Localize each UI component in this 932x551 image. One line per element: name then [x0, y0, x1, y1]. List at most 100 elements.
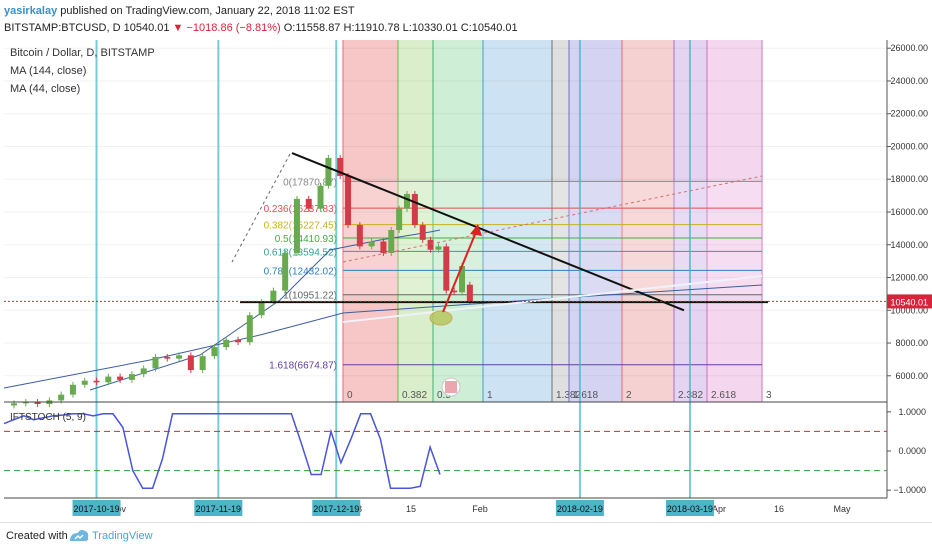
price-tick-label: 16000.00 — [890, 207, 928, 217]
fib-zone-band — [433, 40, 483, 402]
legend-title: Bitcoin / Dollar, D, BITSTAMP — [10, 47, 155, 59]
time-tick-label: May — [833, 504, 851, 514]
indicator-pane: 1.0000 0.0000 −1.0000 — [3, 401, 926, 495]
projection-arrow — [442, 231, 477, 313]
descending-trendline — [291, 152, 685, 312]
fib-zone-label: 3 — [766, 390, 772, 401]
date-marker-badge — [194, 500, 243, 516]
indicator-tick-label: −1.0000 — [893, 485, 926, 495]
legend-ma44: MA (44, close) — [10, 83, 80, 95]
fib-level-label: 0.236(16237.83) — [264, 204, 337, 215]
candle-body — [388, 230, 395, 253]
fib-level-label: 0.618(13594.52) — [264, 247, 337, 258]
last-price: 10540.01 — [123, 22, 170, 34]
fib-zone-label: 1 — [487, 390, 493, 401]
candle-body — [419, 225, 426, 240]
candle-body — [258, 302, 265, 316]
moving-averages — [3, 229, 763, 391]
symbol-label[interactable]: BITSTAMP:BTCUSD, D — [4, 22, 121, 34]
candle-body — [356, 225, 363, 247]
candle-body — [223, 339, 230, 348]
fib-level-label: 0.382(15227.45) — [264, 221, 337, 232]
indicator-label: IFTSTOCH (5, 9) — [10, 412, 86, 423]
candle-body — [211, 347, 218, 357]
price-change: −1018.86 (−8.81%) — [186, 22, 281, 34]
date-marker-badge — [72, 500, 121, 516]
publish-line: yasirkalay published on TradingView.com,… — [4, 5, 355, 17]
fib-level-label: 0(17870.87) — [283, 177, 337, 188]
fib-zone-label: 0.5 — [437, 390, 451, 401]
candle-body — [22, 402, 29, 404]
candle-body — [164, 356, 171, 359]
candle-body — [152, 356, 159, 369]
ma144-line — [3, 284, 763, 389]
arrow-head-icon — [470, 224, 482, 236]
grid — [4, 47, 887, 377]
indicator-tick-label: 1.0000 — [898, 407, 926, 417]
candle-body — [317, 185, 324, 209]
candles — [11, 154, 473, 409]
iftstoch-line — [3, 413, 441, 489]
price-tick-label: 18000.00 — [890, 174, 928, 184]
price-tick-label: 20000.00 — [890, 141, 928, 151]
candle-body — [81, 380, 88, 385]
candle-body — [325, 157, 332, 186]
price-tick-label: 12000.00 — [890, 273, 928, 283]
candle-body — [396, 208, 403, 231]
candle-body — [93, 380, 100, 383]
fib-zone-label: 2.618 — [711, 390, 736, 401]
candle-body — [293, 198, 300, 253]
date-marker-label: 2018-02-19 — [557, 504, 603, 514]
candle-body — [411, 193, 418, 226]
indicator-tick-label: 0.0000 — [898, 446, 926, 456]
candle-body — [58, 394, 65, 401]
candle-body — [427, 239, 434, 250]
candle-body — [140, 368, 147, 375]
dashed-projection-line — [342, 175, 763, 263]
fib-level-label: 1(10951.22) — [283, 291, 337, 302]
price-tick-label: 6000.00 — [895, 371, 928, 381]
highlight-circle — [429, 310, 453, 326]
date-marker-label: 2017-11-19 — [196, 504, 241, 514]
price-tick-label: 26000.00 — [890, 43, 928, 53]
candle-body — [345, 175, 352, 226]
fib-zone-band — [343, 40, 398, 402]
time-tick-label: 15 — [406, 504, 416, 514]
candle-body — [187, 355, 194, 371]
fib-zone-label: 1.618 — [573, 390, 598, 401]
legend-ma144: MA (144, close) — [10, 65, 86, 77]
candle-body — [451, 290, 458, 293]
candle-body — [69, 384, 76, 395]
fib-zone-label: 0.382 — [402, 390, 427, 401]
candle-body — [337, 157, 344, 176]
date-marker-label: 2018-03-19 — [667, 504, 713, 514]
author-link[interactable]: yasirkalay — [4, 5, 58, 17]
high-value: H:11910.78 — [343, 22, 400, 34]
close-value: C:10540.01 — [460, 22, 518, 34]
price-tick-label: 24000.00 — [890, 76, 928, 86]
time-tick-label: Feb — [472, 504, 488, 514]
candle-body — [305, 198, 312, 209]
tradingview-logo-icon[interactable] — [68, 527, 90, 545]
date-marker-badge — [555, 500, 604, 516]
last-price-badge — [887, 294, 932, 309]
price-axis: 6000.00 8000.00 10000.00 12000.00 14000.00 16… — [4, 40, 932, 498]
created-with-label: Created with — [6, 530, 68, 542]
time-tick-label: 16 — [774, 504, 784, 514]
candle-body — [368, 241, 375, 247]
candle-body — [459, 266, 466, 293]
fib-zone-band — [483, 40, 552, 402]
candle-body — [199, 356, 206, 371]
candle-body — [466, 284, 473, 302]
fib-zone-band — [707, 40, 762, 402]
candle-body — [435, 246, 442, 250]
candle-body — [380, 241, 387, 253]
candle-body — [270, 290, 277, 303]
candle-body — [11, 403, 17, 406]
fib-level-label: 0.5(14410.93) — [275, 234, 337, 245]
date-marker-label: 2017-10-19 — [74, 504, 120, 514]
price-tick-label: 8000.00 — [895, 338, 928, 348]
tradingview-link[interactable]: TradingView — [92, 530, 153, 542]
